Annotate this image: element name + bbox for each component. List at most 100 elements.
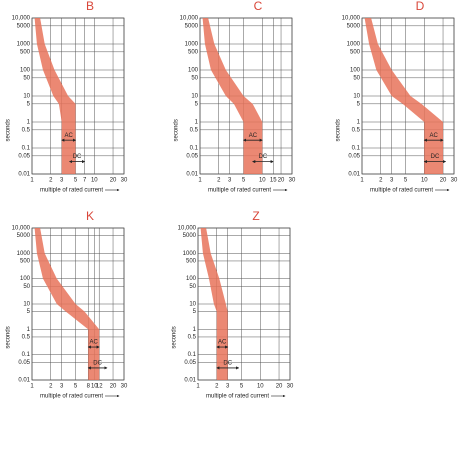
y-axis-label: seconds: [6, 326, 12, 348]
x-tick-label: 3: [60, 178, 64, 184]
trip-band: [34, 18, 76, 174]
y-tick-label: 0.01: [18, 378, 30, 384]
y-tick-label: 10: [23, 94, 30, 100]
y-tick-label: 50: [191, 75, 198, 81]
y-tick-label: 0.05: [18, 360, 30, 366]
y-tick-label: 1000: [17, 42, 31, 48]
y-tick-label: 1: [195, 120, 199, 126]
y-tick-label: 5000: [183, 233, 197, 239]
trip-chart: Z10,000500010005001005010510.50.10.050.0…: [172, 209, 294, 399]
y-tick-label: 1: [193, 327, 197, 333]
y-tick-label: 5: [193, 309, 197, 315]
trip-chart: D10,000500010005001005010510.50.10.050.0…: [336, 0, 458, 194]
x-tick-label: 20: [278, 178, 285, 184]
x-tick-label: 30: [451, 178, 458, 184]
annotation-label: DC: [93, 360, 102, 366]
x-tick-label: 20: [276, 384, 283, 390]
y-tick-label: 100: [186, 276, 197, 282]
y-axis-label: seconds: [6, 119, 12, 141]
x-tick-label: 2: [49, 178, 53, 184]
y-tick-label: 5000: [347, 23, 361, 29]
x-tick-label: 10: [259, 178, 266, 184]
y-tick-label: 100: [20, 68, 31, 74]
y-tick-label: 0.1: [190, 146, 199, 152]
annotation-label: DC: [259, 154, 268, 160]
trip-band: [364, 18, 444, 174]
y-tick-label: 10: [189, 302, 196, 308]
x-tick-label: 2: [379, 178, 383, 184]
y-tick-label: 0.5: [190, 127, 199, 133]
annotation-label: AC: [64, 133, 73, 139]
x-tick-label: 3: [226, 384, 230, 390]
x-tick-label: 5: [74, 178, 78, 184]
trip-band: [200, 228, 228, 380]
y-tick-label: 0.5: [22, 335, 31, 341]
chart-title: C: [254, 0, 263, 13]
y-tick-label: 500: [188, 49, 199, 55]
x-axis-label: multiple of rated current: [370, 188, 433, 194]
y-tick-label: 100: [20, 276, 31, 282]
x-tick-label: 3: [390, 178, 394, 184]
x-tick-label: 2: [215, 384, 219, 390]
y-tick-label: 5000: [17, 233, 31, 239]
x-axis-label: multiple of rated current: [206, 394, 269, 400]
y-axis-label: seconds: [174, 119, 180, 141]
y-tick-label: 10: [353, 94, 360, 100]
x-axis-label: multiple of rated current: [40, 188, 103, 194]
x-tick-label: 7: [83, 178, 87, 184]
y-tick-label: 0.5: [188, 335, 197, 341]
trip-chart: K10,000500010005001005010510.50.10.050.0…: [6, 209, 128, 399]
y-tick-label: 0.1: [22, 146, 31, 152]
x-tick-label: 30: [121, 178, 128, 184]
x-tick-label: 20: [440, 178, 447, 184]
y-tick-label: 0.01: [18, 172, 30, 178]
y-tick-label: 10: [23, 302, 30, 308]
y-tick-label: 5: [357, 101, 361, 107]
y-tick-label: 50: [23, 284, 30, 290]
y-tick-label: 0.05: [348, 153, 360, 159]
y-tick-label: 10,000: [12, 226, 31, 232]
y-tick-label: 1: [357, 120, 361, 126]
x-tick-label: 15: [270, 178, 277, 184]
y-tick-label: 0.05: [186, 153, 198, 159]
x-tick-label: 5: [242, 178, 246, 184]
x-tick-label: 20: [110, 384, 117, 390]
annotation-label: DC: [223, 360, 232, 366]
y-tick-label: 1: [27, 120, 31, 126]
y-axis-label: seconds: [336, 119, 342, 141]
trip-band: [202, 18, 263, 174]
x-tick-label: 30: [289, 178, 296, 184]
y-tick-label: 1000: [185, 42, 199, 48]
x-tick-label: 5: [240, 384, 244, 390]
x-tick-label: 20: [110, 178, 117, 184]
x-axis-label: multiple of rated current: [208, 188, 271, 194]
y-tick-label: 1000: [17, 251, 31, 257]
y-tick-label: 0.05: [184, 360, 196, 366]
y-tick-label: 0.01: [186, 172, 198, 178]
y-tick-label: 0.01: [348, 172, 360, 178]
x-tick-label: 1: [360, 178, 364, 184]
annotation-label: AC: [90, 340, 99, 346]
chart-title: Z: [252, 209, 259, 223]
y-tick-label: 5: [27, 101, 31, 107]
y-tick-label: 100: [350, 68, 361, 74]
y-tick-label: 0.1: [352, 146, 361, 152]
y-tick-label: 10,000: [12, 16, 31, 22]
y-tick-label: 50: [189, 284, 196, 290]
y-tick-label: 10,000: [178, 226, 197, 232]
y-tick-label: 0.01: [184, 378, 196, 384]
y-tick-label: 0.05: [18, 153, 30, 159]
y-tick-label: 0.5: [352, 127, 361, 133]
chart-title: D: [416, 0, 425, 13]
y-tick-label: 5000: [17, 23, 31, 29]
x-tick-label: 5: [404, 178, 408, 184]
x-tick-label: 1: [30, 384, 34, 390]
x-tick-label: 10: [421, 178, 428, 184]
y-tick-label: 100: [188, 68, 199, 74]
x-tick-label: 5: [74, 384, 78, 390]
y-tick-label: 1: [27, 327, 31, 333]
x-tick-label: 2: [49, 384, 53, 390]
trip-chart: C10,000500010005001005010510.50.10.050.0…: [174, 0, 296, 194]
y-tick-label: 0.1: [188, 352, 197, 358]
y-tick-label: 50: [353, 75, 360, 81]
